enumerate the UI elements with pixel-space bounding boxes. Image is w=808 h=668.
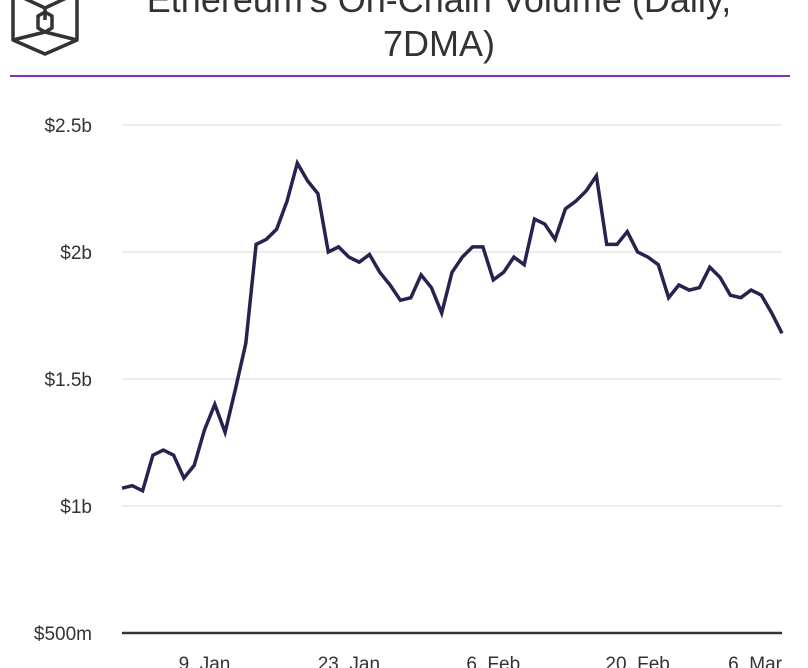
- x-tick-label: 20. Feb: [605, 654, 669, 668]
- y-tick-label: $2b: [60, 243, 92, 264]
- chart-title: Ethereum's On-Chain Volume (Daily, 7DMA): [147, 0, 731, 64]
- y-tick-label: $2.5b: [44, 116, 92, 137]
- y-tick-label: $500m: [34, 624, 92, 645]
- title-divider: [10, 75, 790, 77]
- series-line: [121, 158, 784, 494]
- cube-logo-icon: [11, 0, 79, 56]
- x-tick-label: 6. Feb: [466, 654, 520, 668]
- y-tick-label: $1.5b: [44, 370, 92, 391]
- x-tick-label: 23. Jan: [318, 654, 380, 668]
- y-tick-label: $1b: [60, 497, 92, 518]
- x-tick-label: 9. Jan: [179, 654, 231, 668]
- x-tick-label: 6. Mar: [728, 654, 783, 668]
